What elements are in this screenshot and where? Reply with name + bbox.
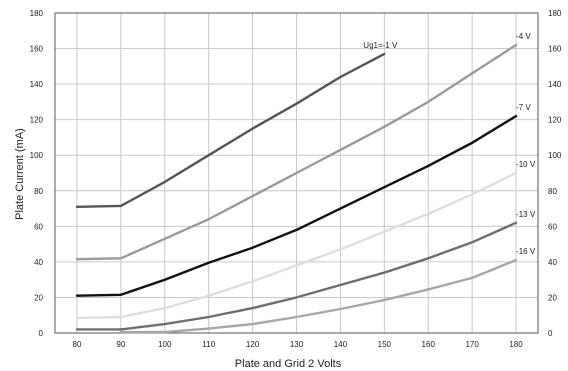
- y-tick-label-left: 180: [30, 9, 44, 18]
- y-tick-label-left: 120: [30, 116, 44, 125]
- y-tick-label-right: 120: [548, 116, 562, 125]
- x-tick-label: 180: [509, 340, 523, 349]
- series-line: [75, 171, 518, 320]
- series-label: -10 V: [516, 160, 536, 169]
- series-label: -16 V: [516, 247, 536, 256]
- x-tick-label: 120: [246, 340, 260, 349]
- series-label: Ug1=-1 V: [363, 41, 398, 50]
- y-tick-label-right: 160: [548, 45, 562, 54]
- x-tick-label: 170: [465, 340, 479, 349]
- y-tick-label-left: 60: [34, 222, 43, 231]
- series-line: [119, 258, 518, 334]
- y-tick-label-right: 80: [548, 187, 557, 196]
- y-tick-label-left: 20: [34, 293, 43, 302]
- x-tick-label: 80: [73, 340, 82, 349]
- y-tick-label-left: 100: [30, 151, 44, 160]
- y-tick-label-left: 0: [39, 329, 44, 338]
- x-tick-label: 130: [290, 340, 304, 349]
- y-tick-label-right: 140: [548, 80, 562, 89]
- y-tick-label-left: 40: [34, 258, 43, 267]
- y-tick-label-right: 40: [548, 258, 557, 267]
- x-tick-label: 110: [202, 340, 215, 349]
- series-line: [75, 43, 518, 261]
- series-lines: [75, 43, 518, 334]
- y-tick-label-right: 100: [548, 151, 562, 160]
- x-tick-label: 90: [116, 340, 125, 349]
- series-line: [75, 221, 518, 331]
- series-label: -13 V: [516, 210, 536, 219]
- x-axis-title: Plate and Grid 2 Volts: [235, 358, 342, 370]
- x-tick-label: 140: [334, 340, 348, 349]
- y-tick-label-right: 0: [548, 329, 553, 338]
- series-line: [75, 114, 518, 297]
- series-line: [75, 52, 386, 209]
- y-tick-label-right: 180: [548, 9, 562, 18]
- x-tick-labels: 80 90 100 110 120 130 140 150 160 170 180: [73, 340, 524, 349]
- x-tick-label: 160: [422, 340, 436, 349]
- series-label: -4 V: [516, 32, 531, 41]
- y-tick-label-left: 160: [30, 45, 44, 54]
- y-tick-label-left: 140: [30, 80, 44, 89]
- series-labels: Ug1=-1 V -4 V -7 V -10 V -13 V -16 V: [363, 32, 536, 256]
- y-tick-label-right: 20: [548, 293, 557, 302]
- plot-frame: [54, 12, 539, 334]
- y-tick-labels: 0 0 20 20 40 40 60 60 80 80 100 100 120 120 140 140 160 1…: [30, 9, 562, 338]
- y-tick-label-left: 80: [34, 187, 43, 196]
- x-tick-label: 150: [378, 340, 392, 349]
- series-label: -7 V: [516, 103, 531, 112]
- y-tick-label-right: 60: [548, 222, 557, 231]
- y-axis-title: Plate Current (mA): [14, 128, 26, 220]
- x-tick-label: 100: [158, 340, 172, 349]
